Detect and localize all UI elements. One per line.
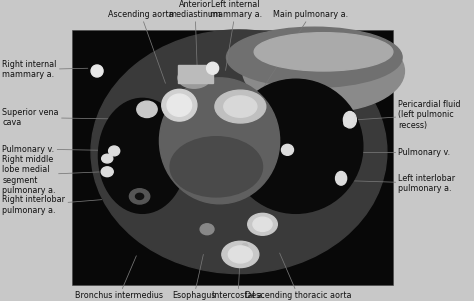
Ellipse shape bbox=[336, 172, 346, 185]
Ellipse shape bbox=[101, 167, 113, 177]
Ellipse shape bbox=[137, 101, 157, 117]
Ellipse shape bbox=[229, 79, 363, 213]
Text: Left interlobar
pulmonary a.: Left interlobar pulmonary a. bbox=[342, 174, 456, 193]
Text: Ascending aorta: Ascending aorta bbox=[108, 10, 174, 83]
Text: Pulmonary v.: Pulmonary v. bbox=[2, 144, 109, 154]
Ellipse shape bbox=[253, 217, 272, 231]
Ellipse shape bbox=[228, 246, 252, 263]
Ellipse shape bbox=[222, 241, 259, 268]
Ellipse shape bbox=[170, 137, 263, 197]
Ellipse shape bbox=[159, 78, 280, 204]
Text: Intercostal a.: Intercostal a. bbox=[212, 253, 264, 300]
FancyBboxPatch shape bbox=[72, 30, 393, 284]
Ellipse shape bbox=[215, 90, 266, 123]
Ellipse shape bbox=[243, 30, 404, 112]
Ellipse shape bbox=[102, 154, 113, 163]
Ellipse shape bbox=[254, 33, 393, 71]
Text: Pericardial fluid
(left pulmonic
recess): Pericardial fluid (left pulmonic recess) bbox=[349, 100, 461, 130]
Ellipse shape bbox=[224, 96, 257, 117]
Ellipse shape bbox=[136, 193, 144, 200]
Ellipse shape bbox=[343, 111, 356, 128]
Ellipse shape bbox=[242, 244, 248, 249]
Bar bbox=[178, 65, 213, 83]
Ellipse shape bbox=[248, 213, 277, 235]
Ellipse shape bbox=[227, 27, 402, 87]
Text: Right interlobar
pulmonary a.: Right interlobar pulmonary a. bbox=[2, 195, 102, 215]
Text: Left internal
mammary a.: Left internal mammary a. bbox=[210, 0, 262, 70]
Ellipse shape bbox=[91, 65, 103, 77]
Ellipse shape bbox=[91, 30, 387, 274]
Ellipse shape bbox=[99, 98, 186, 213]
Text: Bronchus intermedius: Bronchus intermedius bbox=[75, 256, 163, 300]
Ellipse shape bbox=[344, 113, 354, 126]
Ellipse shape bbox=[178, 67, 210, 88]
Text: Superior vena
cava: Superior vena cava bbox=[2, 108, 113, 127]
Ellipse shape bbox=[129, 189, 150, 204]
Ellipse shape bbox=[109, 146, 120, 156]
Ellipse shape bbox=[207, 62, 219, 74]
Ellipse shape bbox=[200, 224, 214, 235]
Ellipse shape bbox=[162, 89, 197, 121]
Text: Esophagus: Esophagus bbox=[173, 254, 216, 300]
Text: Descending thoracic aorta: Descending thoracic aorta bbox=[245, 253, 351, 300]
Text: Right middle
lobe medial
segment
pulmonary a.: Right middle lobe medial segment pulmona… bbox=[2, 155, 104, 195]
Text: Pulmonary v.: Pulmonary v. bbox=[333, 148, 450, 157]
Text: Anterior
mediastinum: Anterior mediastinum bbox=[169, 0, 221, 86]
Text: Right internal
mammary a.: Right internal mammary a. bbox=[2, 60, 88, 79]
Ellipse shape bbox=[282, 144, 293, 155]
Ellipse shape bbox=[167, 94, 191, 116]
Text: Main pulmonary a.: Main pulmonary a. bbox=[264, 10, 348, 87]
